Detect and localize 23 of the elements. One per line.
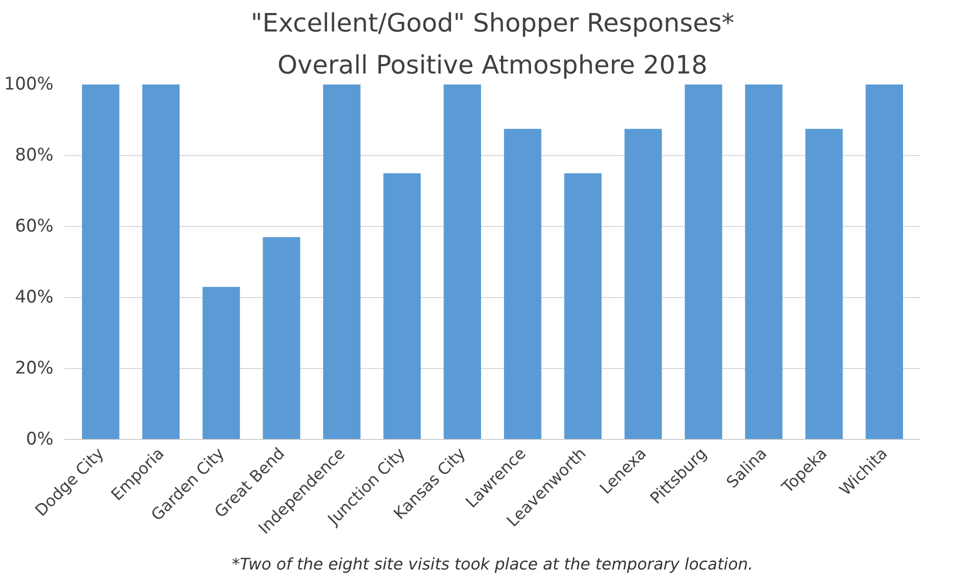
bar	[444, 84, 482, 440]
bar	[684, 84, 722, 440]
bar	[142, 84, 180, 440]
text: *Two of the eight site visits took place at the temporary location.	[232, 554, 754, 574]
bar	[383, 173, 421, 440]
y-tick-label: 0%	[26, 430, 54, 450]
bar	[624, 128, 662, 440]
y-tick-label: 40%	[14, 288, 54, 308]
y-tick-label: 20%	[14, 358, 54, 378]
bar	[202, 286, 240, 440]
chart-subtitle: Overall Positive Atmosphere 2018	[277, 50, 708, 80]
bar	[323, 84, 360, 440]
bar	[745, 84, 782, 440]
bar	[262, 237, 300, 440]
bar	[504, 128, 542, 440]
y-tick-label: 80%	[14, 146, 54, 166]
chart-title: "Excellent/Good" Shopper Responses*	[250, 8, 734, 38]
bar	[82, 84, 120, 440]
bar	[805, 128, 843, 440]
y-tick-label: 100%	[4, 74, 54, 94]
bar	[564, 173, 602, 440]
bar	[866, 84, 904, 440]
y-tick-label: 60%	[14, 216, 54, 236]
